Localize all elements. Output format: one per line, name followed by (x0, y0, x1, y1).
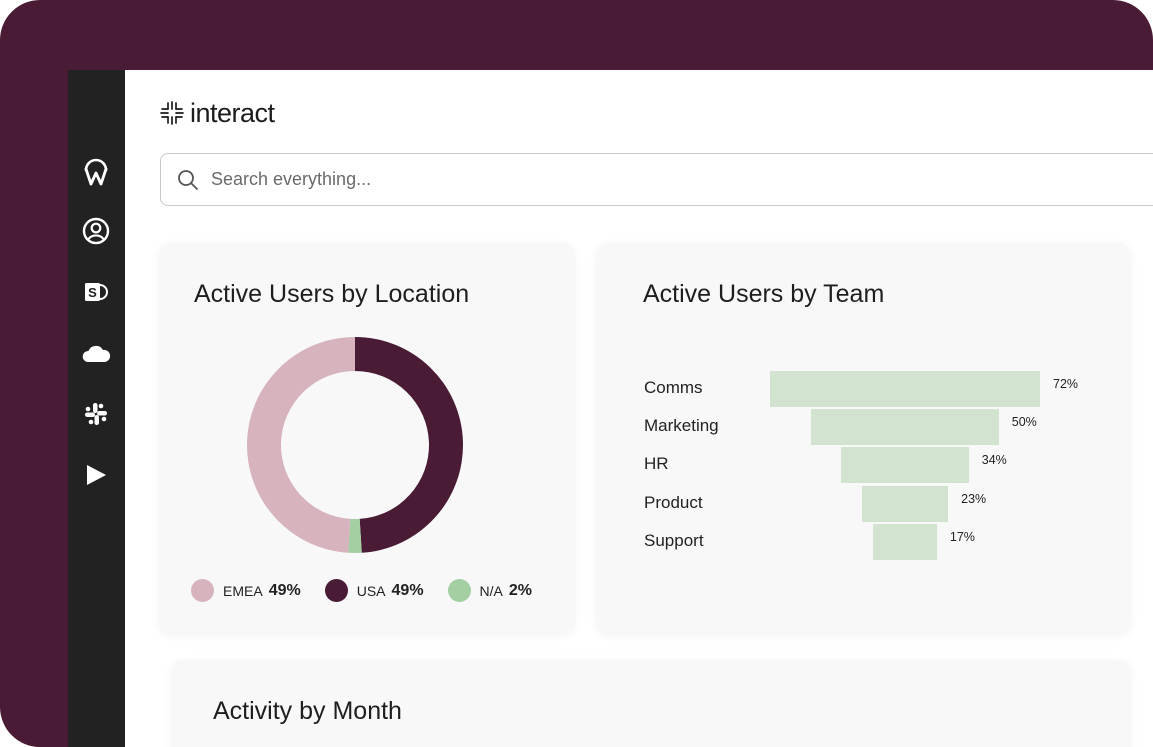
active-users-by-location-card: Active Users by Location EMEA 49% USA 49… (160, 243, 574, 633)
legend-swatch (191, 579, 214, 602)
user-profile-icon[interactable] (80, 215, 112, 247)
card-title: Active Users by Team (643, 280, 885, 308)
play-icon[interactable] (80, 459, 112, 491)
brand-name: interact (190, 97, 275, 128)
team-label-comms: Comms (644, 378, 703, 397)
donut-slice-na (348, 518, 362, 553)
search-bar[interactable] (160, 153, 1153, 206)
team-value-product: 23% (961, 491, 987, 506)
legend-value: 49% (391, 581, 424, 599)
team-bar-marketing (811, 409, 999, 446)
legend-swatch (447, 579, 471, 602)
legend-item-emea: EMEA 49% (191, 579, 301, 602)
card-title: Activity by Month (213, 697, 402, 725)
legend-value: 2% (508, 581, 533, 599)
team-value-comms: 72% (1053, 377, 1079, 391)
team-value-hr: 34% (981, 453, 1007, 468)
legend-label: N/A (479, 582, 503, 599)
chart-legend: EMEA 49% USA 49% N/A 2% (191, 579, 556, 602)
team-label-product: Product (644, 492, 703, 512)
interact-logo-icon (160, 101, 184, 125)
brand-logo[interactable]: interact (160, 98, 275, 128)
card-title: Active Users by Location (194, 280, 470, 308)
legend-label: USA (356, 582, 386, 599)
svg-text:S: S (88, 285, 97, 300)
team-value-support: 17% (949, 529, 975, 544)
legend-swatch (324, 579, 348, 602)
legend-label: EMEA (223, 582, 263, 599)
slack-icon[interactable] (80, 398, 112, 430)
donut-slice-usa (355, 337, 463, 553)
team-label-support: Support (644, 530, 704, 550)
team-label-marketing: Marketing (644, 416, 719, 436)
search-input[interactable] (211, 169, 1011, 190)
onedrive-cloud-icon[interactable] (80, 338, 112, 370)
team-bar-comms (770, 371, 1040, 407)
team-value-marketing: 50% (1011, 415, 1037, 430)
legend-value: 49% (268, 581, 301, 599)
activity-by-month-card: Activity by Month (172, 660, 1130, 747)
main-content: interact Active Users by Location EMEA 4… (125, 70, 1153, 747)
donut-slice-emea (247, 337, 355, 553)
sharepoint-icon[interactable]: S (80, 276, 112, 308)
legend-item-na: N/A 2% (447, 579, 533, 602)
team-label-hr: HR (644, 454, 669, 474)
workvivo-icon[interactable] (80, 156, 112, 188)
active-users-by-team-card: Active Users by Team Comms 72% Marketing 50… (597, 243, 1130, 633)
team-bar-hr (841, 447, 969, 484)
team-bar-support (873, 523, 937, 560)
team-bar-product (861, 485, 949, 522)
location-donut-chart (247, 337, 463, 553)
sidebar: S (68, 70, 125, 747)
legend-item-usa: USA 49% (324, 579, 424, 602)
search-icon (178, 169, 198, 190)
